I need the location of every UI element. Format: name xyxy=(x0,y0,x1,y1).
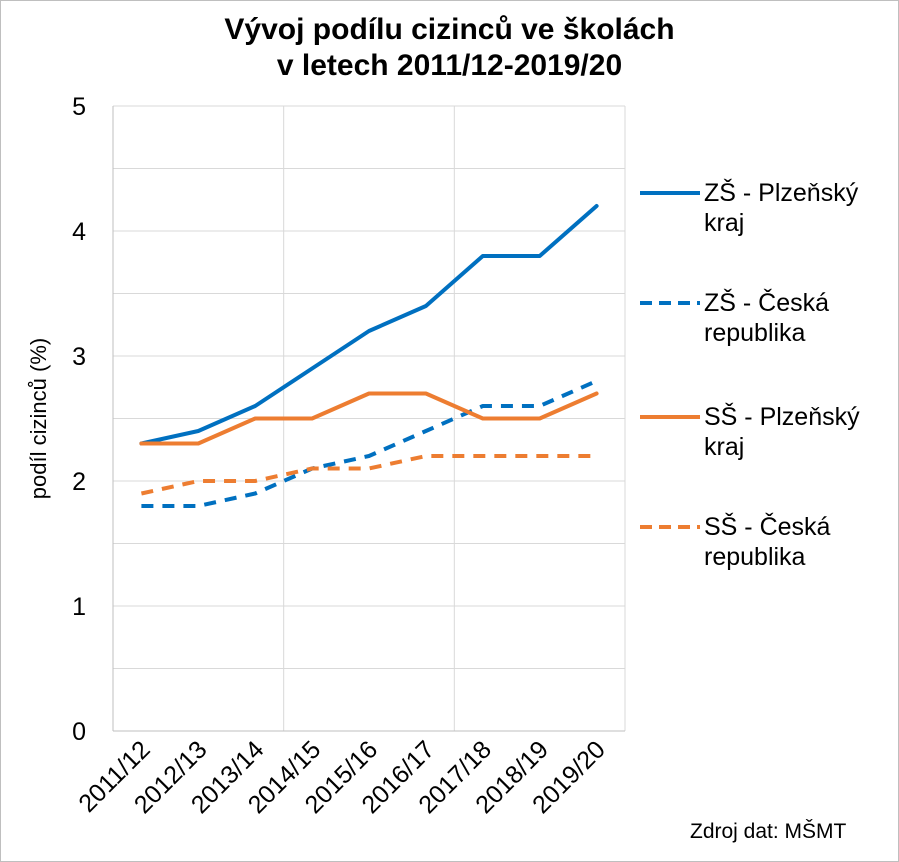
legend-label-ss-plzensky: SŠ - Plzeňský kraj xyxy=(704,403,860,461)
series-line-1 xyxy=(141,379,598,508)
y-tick-label: 2 xyxy=(72,468,86,496)
legend-label-zs-cr: ZŠ - Česká republika xyxy=(704,289,830,347)
y-tick-label: 0 xyxy=(72,718,86,746)
y-axis-title: podíl cizinců (%) xyxy=(26,338,51,499)
series-line-3 xyxy=(140,454,597,496)
legend-swatch-ss-plzensky xyxy=(640,415,700,419)
series-lines xyxy=(139,204,599,508)
legend-item-ss-cr: SŠ - Česká republika xyxy=(640,512,895,592)
legend-label-zs-plzensky: ZŠ - Plzeňský kraj xyxy=(704,179,859,237)
series-line-2 xyxy=(139,391,599,446)
legend-swatch-ss-cr xyxy=(640,525,700,529)
chart-title-line1: Vývoj podílu cizinců ve školách xyxy=(224,13,675,46)
gridlines xyxy=(113,105,625,731)
source-note: Zdroj dat: MŠMT xyxy=(690,820,847,843)
y-tick-label: 4 xyxy=(72,218,86,246)
legend-swatch-zs-plzensky xyxy=(640,191,700,195)
series-line-0 xyxy=(139,204,599,446)
legend-item-zs-cr: ZŠ - Česká republika xyxy=(640,288,895,368)
chart-title-line2: v letech 2011/12-2019/20 xyxy=(276,49,623,82)
legend-item-zs-plzensky: ZŠ - Plzeňský kraj xyxy=(640,178,895,258)
legend-label-ss-cr: SŠ - Česká republika xyxy=(704,513,831,571)
legend-item-ss-plzensky: SŠ - Plzeňský kraj xyxy=(640,402,895,482)
axes xyxy=(112,105,626,732)
legend-swatch-zs-cr xyxy=(640,301,700,305)
chart-title: Vývoj podílu cizinců ve školách v letech… xyxy=(0,12,899,84)
y-tick-label: 3 xyxy=(72,343,86,371)
y-tick-label: 1 xyxy=(72,593,86,621)
y-tick-label: 5 xyxy=(72,93,86,121)
